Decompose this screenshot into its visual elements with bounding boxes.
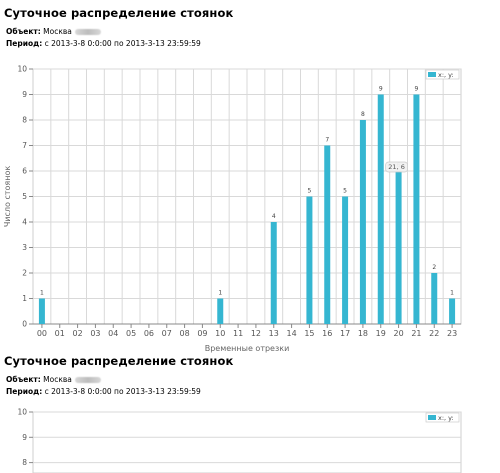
legend-swatch — [428, 72, 436, 77]
bar — [359, 120, 366, 324]
x-tick-label: 17 — [340, 329, 350, 338]
redacted-blur — [74, 377, 101, 383]
data-label: 2 — [432, 264, 436, 271]
x-tick-label: 15 — [304, 329, 314, 338]
period-value: с 2013-3-8 0:0:00 по 2013-3-13 23:59:59 — [44, 387, 201, 396]
plot-area — [32, 411, 462, 473]
x-tick-label: 16 — [322, 329, 332, 338]
legend-label: x:, y: — [438, 414, 454, 422]
bar-chart: 8 9 10 x:, y: — [17, 408, 462, 473]
object-label: Объект: — [6, 375, 41, 384]
y-tick-label: 9 — [22, 90, 27, 99]
data-label: 9 — [415, 86, 419, 93]
data-label: 5 — [308, 188, 312, 195]
y-tick-label: 3 — [22, 243, 27, 252]
tooltip-box — [385, 161, 408, 173]
y-axis-label: Число стоянок — [3, 166, 12, 228]
x-tick-label: 13 — [269, 329, 279, 338]
period-label: Период: — [6, 387, 43, 396]
legend-swatch — [428, 415, 436, 420]
bar — [342, 196, 349, 324]
bar — [449, 298, 456, 324]
data-label: 7 — [325, 137, 329, 144]
x-tick-label: 11 — [233, 329, 243, 338]
y-tick-label: 7 — [22, 141, 27, 150]
data-label: 1 — [450, 290, 454, 297]
x-tick-label: 12 — [251, 329, 261, 338]
x-tick-label: 00 — [37, 329, 47, 338]
object-value: Москва — [43, 27, 72, 36]
object-line: Объект: Москва — [6, 27, 101, 36]
object-value: Москва — [43, 375, 72, 384]
data-label: 8 — [361, 111, 365, 118]
x-tick-label: 08 — [179, 329, 189, 338]
y-tick-label: 10 — [17, 408, 27, 417]
y-tick-label: 4 — [22, 218, 27, 227]
x-tick-label: 20 — [393, 329, 403, 338]
x-tick-label: 14 — [286, 329, 296, 338]
y-tick-label: 6 — [22, 167, 27, 176]
x-tick-label: 22 — [429, 329, 439, 338]
bar — [377, 94, 384, 324]
data-label: 5 — [343, 188, 347, 195]
period-label: Период: — [6, 39, 43, 48]
bar — [270, 222, 277, 324]
y-tick-label: 8 — [22, 458, 27, 467]
x-tick-label: 04 — [108, 329, 118, 338]
x-tick-label: 19 — [376, 329, 386, 338]
data-label: 4 — [272, 213, 276, 220]
bar — [395, 171, 402, 324]
x-tick-label: 10 — [215, 329, 225, 338]
object-line: Объект: Москва — [6, 375, 101, 384]
period-value: с 2013-3-8 0:0:00 по 2013-3-13 23:59:59 — [44, 39, 201, 48]
x-tick-label: 18 — [358, 329, 368, 338]
report-title: Суточное распределение стоянок — [4, 354, 234, 368]
bar — [38, 298, 45, 324]
x-tick-label: 07 — [162, 329, 172, 338]
legend-box — [425, 412, 460, 423]
period-line: Период: с 2013-3-8 0:0:00 по 2013-3-13 2… — [6, 39, 201, 48]
bar — [431, 273, 438, 324]
bar — [413, 94, 420, 324]
redacted-blur — [74, 29, 101, 35]
bar — [324, 145, 331, 324]
report-section-2: Суточное распределение стоянок Объект: М… — [0, 354, 500, 473]
y-tick-label: 9 — [22, 433, 27, 442]
legend-box — [425, 69, 460, 80]
y-tick-label: 10 — [17, 65, 27, 74]
x-tick-label: 09 — [197, 329, 207, 338]
y-tick-label: 0 — [22, 320, 27, 329]
object-label: Объект: — [6, 27, 41, 36]
y-tick-label: 2 — [22, 269, 27, 278]
y-tick-label: 5 — [22, 192, 27, 201]
x-tick-label: 03 — [90, 329, 100, 338]
x-tick-label: 21 — [411, 329, 421, 338]
x-axis-label: Временные отрезки — [205, 344, 290, 353]
bar — [306, 196, 313, 324]
period-line: Период: с 2013-3-8 0:0:00 по 2013-3-13 2… — [6, 387, 201, 396]
bar — [217, 298, 224, 324]
tooltip-text: 21, 6 — [388, 163, 405, 171]
y-tick-label: 1 — [22, 294, 27, 303]
data-label: 1 — [40, 290, 44, 297]
data-label: 9 — [379, 86, 383, 93]
report-title: Суточное распределение стоянок — [4, 6, 234, 20]
x-tick-label: 06 — [144, 329, 154, 338]
x-tick-label: 23 — [447, 329, 457, 338]
y-tick-label: 8 — [22, 116, 27, 125]
report-section-1: Суточное распределение стоянок Объект: М… — [0, 6, 500, 353]
x-tick-label: 01 — [55, 329, 65, 338]
data-label: 1 — [218, 290, 222, 297]
legend-label: x:, y: — [438, 71, 454, 79]
x-tick-label: 02 — [72, 329, 82, 338]
x-tick-label: 05 — [126, 329, 136, 338]
